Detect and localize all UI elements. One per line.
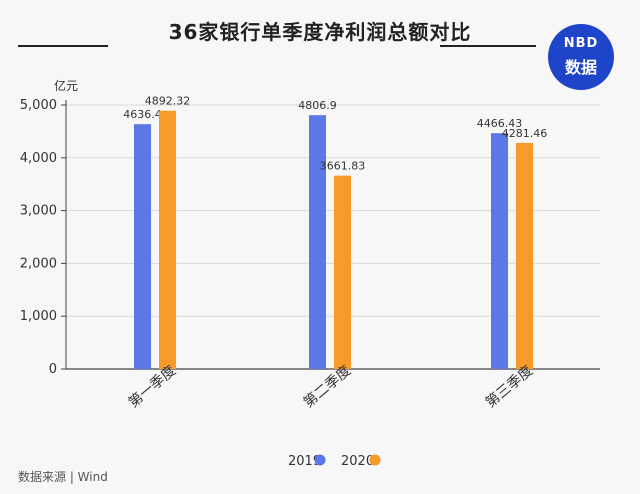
- legend-label: 2020: [341, 454, 374, 469]
- bar: [334, 175, 351, 369]
- data-label: 4466.43: [477, 117, 523, 130]
- data-label: 4281.46: [502, 127, 548, 140]
- bar: [491, 133, 508, 369]
- title-rule-right: [440, 45, 536, 47]
- data-label: 4892.32: [145, 95, 191, 108]
- data-label: 4636.4: [123, 108, 162, 121]
- chart-title: 36家银行单季度净利润总额对比: [168, 20, 472, 44]
- legend-swatch: [314, 454, 326, 466]
- y-tick-label: 1,000: [20, 309, 57, 324]
- y-tick-label: 2,000: [20, 256, 57, 271]
- logo-line-2: 数据: [564, 58, 597, 77]
- y-tick-label: 4,000: [20, 151, 57, 166]
- legend-swatch: [369, 454, 381, 466]
- data-label: 4806.9: [298, 99, 337, 112]
- nbd-logo: NBD 数据: [548, 24, 614, 90]
- data-label: 3661.83: [320, 160, 366, 173]
- logo-line-1: NBD: [563, 36, 599, 51]
- bar: [159, 110, 176, 370]
- y-tick-label: 0: [49, 362, 57, 377]
- y-tick-label: 5,000: [20, 98, 57, 113]
- title-rule-left: [18, 45, 108, 47]
- legend-label: 2019: [288, 454, 321, 469]
- y-axis-unit-label: 亿元: [54, 78, 78, 93]
- bar: [516, 142, 533, 369]
- bar: [134, 124, 151, 369]
- y-tick-label: 3,000: [20, 204, 57, 219]
- bar: [309, 115, 326, 369]
- data-source: 数据来源 | Wind: [18, 470, 108, 484]
